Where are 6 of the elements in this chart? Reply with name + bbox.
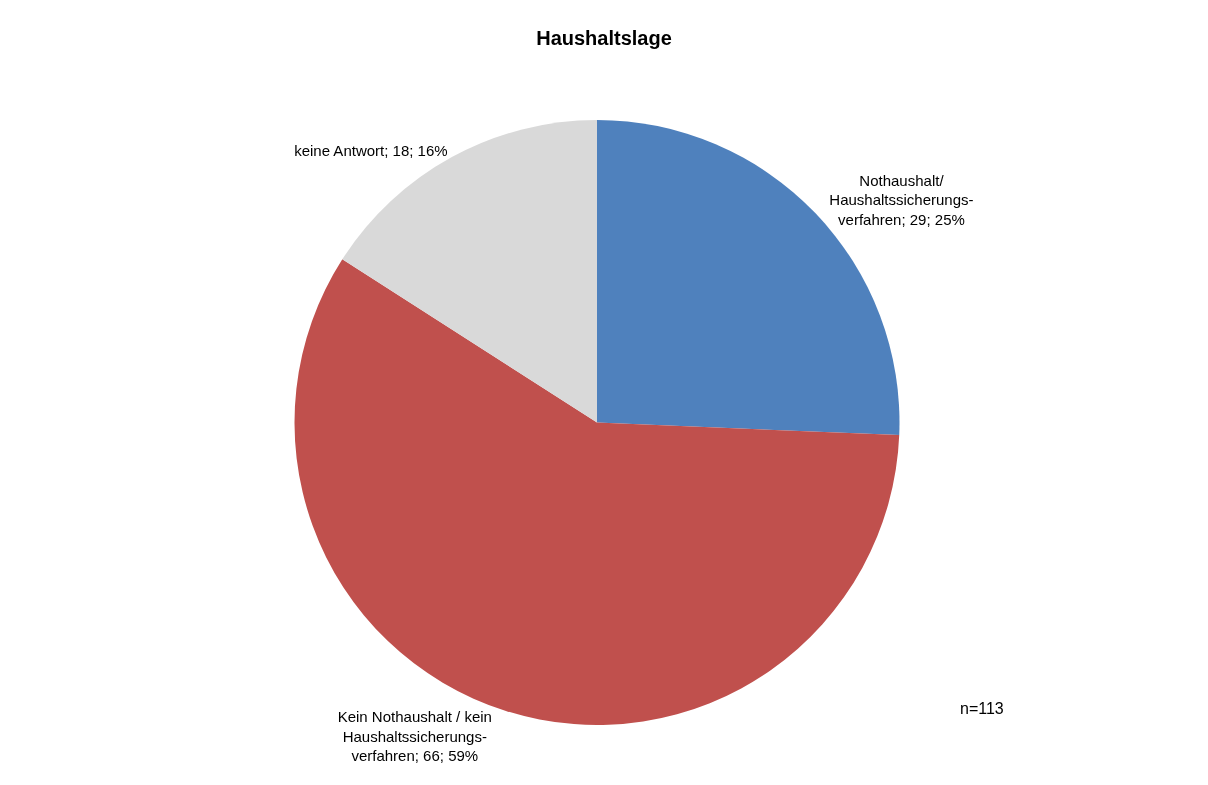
text: n=113 bbox=[960, 700, 1004, 717]
pie-slice bbox=[295, 259, 900, 725]
chart-title: Haushaltslage bbox=[536, 27, 672, 50]
slice-label: Kein Nothaushalt / kein Haushaltssicherungs-verfahren; 66; 59% bbox=[337, 708, 492, 765]
slice-label: Nothaushalt/ Haushaltssicherungs-verfahren; 29; 25% bbox=[829, 171, 974, 228]
slice-label: keine Antwort; 18; 16% bbox=[294, 142, 448, 160]
